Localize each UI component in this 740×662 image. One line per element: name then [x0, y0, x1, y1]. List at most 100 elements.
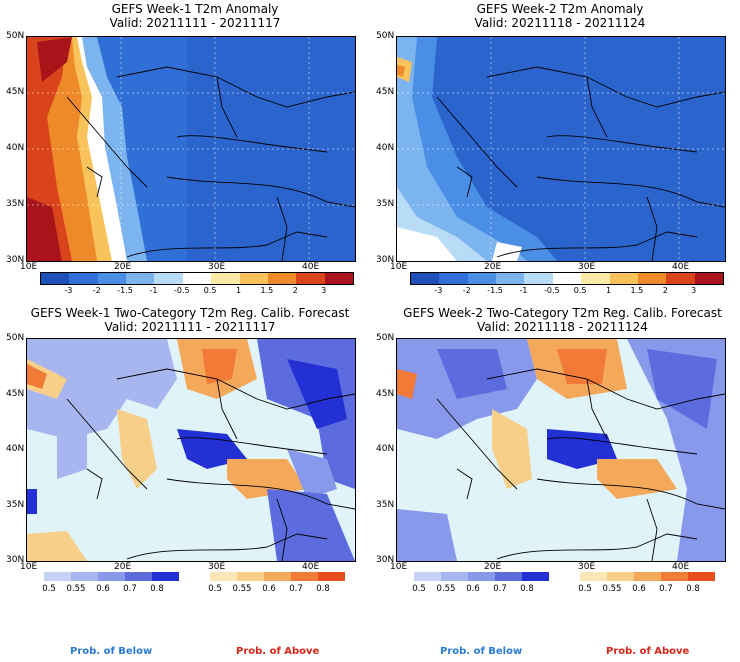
footer-prob-above-2: Prob. of Above — [606, 646, 690, 657]
footer-prob-below-1: Prob. of Below — [70, 646, 153, 657]
prob-colorbar-segment — [71, 572, 98, 581]
prob-colorbar-segment — [688, 572, 715, 581]
lat-tick-label: 50N — [6, 31, 25, 41]
lat-tick-label: 40N — [376, 444, 395, 454]
lon-tick-label: 40E — [672, 262, 690, 272]
colorbar-segment — [496, 273, 525, 284]
lon-tick-label: 10E — [20, 562, 38, 572]
lon-tick-label: 10E — [390, 262, 408, 272]
colorbar-tick-label: 1.5 — [260, 286, 274, 295]
prob-colorbar-segment — [414, 572, 441, 581]
panel4-valid: Valid: 20211118 - 20211124 — [477, 320, 648, 334]
colorbar-tick-label: 0.5 — [203, 286, 217, 295]
lat-tick-label: 35N — [376, 199, 395, 209]
lat-tick-label: 45N — [6, 87, 25, 97]
prob-colorbar-segment — [125, 572, 152, 581]
colorbar-segment — [581, 273, 610, 284]
lon-tick-label: 10E — [20, 262, 38, 272]
panel3-valid: Valid: 20211111 - 20211117 — [104, 320, 276, 334]
colorbar-segment — [666, 273, 695, 284]
lat-tick-label: 50N — [376, 31, 395, 41]
lat-tick-label: 30N — [376, 555, 395, 565]
colorbar-tick-label: -1 — [149, 286, 158, 295]
panel1-anomaly-map — [26, 36, 356, 262]
prob-colorbar-segment — [318, 572, 345, 581]
colorbar-tick-label: -3 — [64, 286, 73, 295]
colorbar-tick-label: -2 — [462, 286, 471, 295]
prob-tick-label: 0.6 — [632, 584, 646, 594]
colorbar-segment — [296, 273, 325, 284]
colorbar-tick-label: -1.5 — [117, 286, 133, 295]
lon-tick-label: 20E — [484, 262, 502, 272]
lat-tick-label: 35N — [6, 199, 25, 209]
prob-tick-label: 0.5 — [42, 584, 56, 594]
lon-tick-label: 30E — [208, 562, 226, 572]
lon-tick-label: 20E — [114, 262, 132, 272]
panel4-probability-map — [396, 338, 726, 562]
lon-tick-label: 30E — [578, 262, 596, 272]
lat-tick-label: 40N — [6, 143, 25, 153]
prob-colorbar-segment — [237, 572, 264, 581]
lat-tick-label: 45N — [376, 87, 395, 97]
prob-tick-label: 0.5 — [208, 584, 222, 594]
panel2-valid: Valid: 20211118 - 20211124 — [474, 16, 646, 30]
lon-tick-label: 40E — [302, 262, 320, 272]
prob-tick-label: 0.8 — [686, 584, 700, 594]
prob-tick-label: 0.5 — [578, 584, 592, 594]
lat-tick-label: 35N — [376, 499, 395, 510]
colorbar-tick-label: 3 — [691, 286, 697, 295]
colorbar-segment — [239, 273, 268, 284]
prob-colorbar-segment — [44, 572, 71, 581]
lon-tick-label: 40E — [672, 562, 690, 572]
colorbar-segment — [411, 273, 440, 284]
prob-tick-label: 0.8 — [316, 584, 330, 594]
prob-colorbar-segment — [98, 572, 125, 581]
panel4-title: GEFS Week-2 Two-Category T2m Reg. Calib.… — [403, 306, 722, 320]
panel3-probability-map — [26, 338, 356, 562]
lon-tick-label: 20E — [114, 562, 132, 572]
prob-tick-label: 0.7 — [123, 584, 137, 594]
lat-tick-label: 45N — [376, 388, 395, 399]
lat-tick-label: 35N — [6, 499, 25, 510]
colorbar-tick-label: -0.5 — [174, 286, 190, 295]
colorbar-tick-label: -1 — [519, 286, 528, 295]
colorbar-segment — [97, 273, 127, 284]
colorbar-tick-label: -2 — [92, 286, 101, 295]
colorbar-segment — [694, 273, 723, 284]
lat-tick-label: 30N — [6, 255, 25, 265]
anomaly-colorbar-1 — [40, 272, 354, 285]
prob-tick-label: 0.55 — [602, 584, 622, 594]
prob-tick-label: 0.7 — [659, 584, 673, 594]
lon-tick-label: 10E — [390, 562, 408, 572]
prob-tick-label: 0.7 — [289, 584, 303, 594]
colorbar-tick-label: 1.5 — [630, 286, 644, 295]
lat-tick-label: 40N — [6, 444, 25, 454]
prob-above-colorbar-1 — [210, 572, 345, 581]
lon-tick-label: 30E — [208, 262, 226, 272]
colorbar-tick-label: -1.5 — [487, 286, 503, 295]
prob-tick-label: 0.55 — [232, 584, 252, 594]
lon-tick-label: 20E — [484, 562, 502, 572]
colorbar-tick-label: 0.5 — [573, 286, 587, 295]
footer-prob-above-1: Prob. of Above — [236, 646, 320, 657]
anomaly-colorbar-2 — [410, 272, 724, 285]
colorbar-tick-label: 1 — [605, 286, 612, 295]
prob-colorbar-segment — [634, 572, 661, 581]
footer-prob-below-2: Prob. of Below — [440, 646, 523, 657]
colorbar-segment — [69, 273, 98, 284]
prob-below-colorbar-2 — [414, 572, 549, 581]
prob-colorbar-segment — [468, 572, 495, 581]
prob-above-colorbar-2 — [580, 572, 715, 581]
prob-tick-label: 0.5 — [412, 584, 426, 594]
colorbar-tick-label: -0.5 — [544, 286, 560, 295]
lat-tick-label: 40N — [376, 143, 395, 153]
colorbar-tick-label: 2 — [662, 286, 668, 295]
colorbar-segment — [267, 273, 297, 284]
prob-tick-label: 0.6 — [96, 584, 110, 594]
prob-tick-label: 0.55 — [436, 584, 456, 594]
lat-tick-label: 30N — [6, 555, 25, 565]
colorbar-tick-label: 2 — [292, 286, 298, 295]
prob-tick-label: 0.55 — [66, 584, 86, 594]
panel3-title: GEFS Week-1 Two-Category T2m Reg. Calib.… — [30, 306, 350, 320]
lat-tick-label: 30N — [376, 255, 395, 265]
